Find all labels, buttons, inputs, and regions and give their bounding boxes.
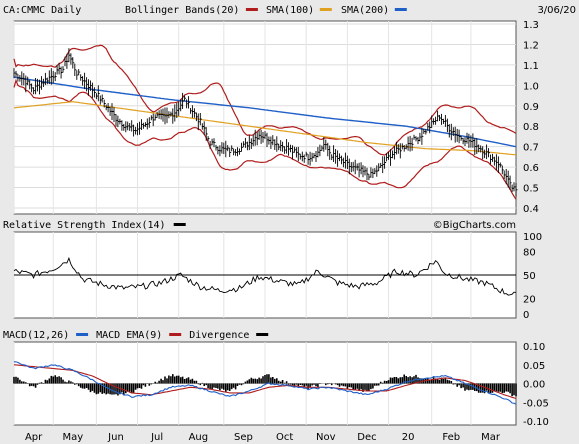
rsi-line: [13, 256, 517, 296]
x-month-label: Jul: [150, 432, 163, 443]
macd-legend-swatch: [76, 333, 89, 336]
rsi-y-tick: 50: [523, 271, 536, 282]
price-legend-swatch: [394, 8, 407, 11]
price-legend-swatch: [319, 8, 332, 11]
rsi-y-tick: 0: [523, 310, 529, 321]
macd-divergence-bars: [13, 374, 517, 397]
x-month-label: Aug: [189, 432, 209, 443]
bollinger-lower-line: [13, 78, 517, 200]
macd-legend-label: Divergence: [189, 330, 249, 341]
price-y-tick: 1.3: [523, 20, 539, 31]
price-y-tick: 1.0: [523, 81, 539, 92]
price-title: CA:CMMC Daily: [3, 5, 81, 16]
x-month-label: 20: [402, 432, 415, 443]
rsi-title: Relative Strength Index(14): [3, 220, 166, 231]
macd-y-tick: -0.10: [523, 417, 549, 428]
macd-ema-line: [13, 364, 517, 400]
x-month-label: Mar: [481, 432, 501, 443]
macd-y-tick: 0.00: [523, 380, 545, 391]
price-legend-label: Bollinger Bands(20): [125, 5, 239, 16]
rsi-y-tick: 80: [523, 248, 536, 259]
rsi-y-tick: 100: [523, 232, 542, 243]
sma200-line: [13, 76, 517, 148]
x-month-label: May: [62, 432, 83, 443]
rsi-legend-swatch: [173, 223, 186, 226]
price-bars: [13, 48, 518, 197]
macd-legend-label: MACD(12,26): [3, 330, 69, 341]
watermark: ©BigCharts.com: [433, 220, 516, 231]
x-month-label: Nov: [316, 432, 336, 443]
macd-line: [13, 361, 517, 405]
price-y-tick: 0.6: [523, 163, 539, 174]
macd-y-tick: 0.10: [523, 342, 545, 353]
price-y-tick: 0.8: [523, 122, 539, 133]
macd-y-tick: -0.05: [523, 398, 549, 409]
macd-legend-swatch: [256, 333, 269, 336]
x-month-label: Sep: [234, 432, 253, 443]
price-date: 3/06/20: [537, 5, 576, 16]
price-y-tick: 1.2: [523, 40, 539, 51]
price-legend-swatch: [245, 8, 258, 11]
macd-legend-label: MACD EMA(9): [96, 330, 162, 341]
x-month-label: Jun: [107, 432, 124, 443]
macd-legend-swatch: [169, 333, 182, 336]
price-legend-label: SMA(100): [266, 5, 314, 16]
price-y-tick: 0.7: [523, 143, 539, 154]
x-month-label: Oct: [276, 432, 293, 443]
x-month-label: Feb: [442, 432, 460, 443]
price-legend-label: SMA(200): [341, 5, 389, 16]
price-y-tick: 0.9: [523, 102, 539, 113]
price-y-tick: 0.4: [523, 204, 539, 215]
price-y-tick: 1.1: [523, 61, 539, 72]
rsi-y-tick: 20: [523, 294, 536, 305]
price-y-tick: 0.5: [523, 184, 539, 195]
bollinger-upper-line: [13, 44, 517, 156]
macd-y-tick: 0.05: [523, 361, 545, 372]
x-month-label: Dec: [357, 432, 376, 443]
sma100-line: [13, 101, 517, 156]
x-month-label: Apr: [25, 432, 43, 443]
